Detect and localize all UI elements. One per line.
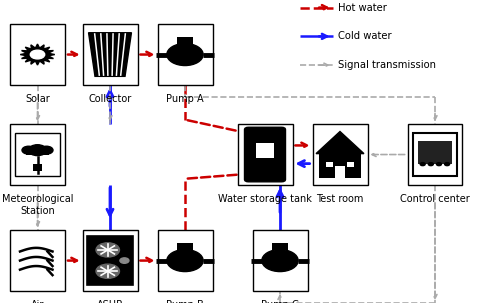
Text: Solar: Solar	[25, 94, 50, 104]
FancyBboxPatch shape	[244, 127, 286, 182]
FancyBboxPatch shape	[318, 154, 362, 178]
Circle shape	[262, 250, 298, 271]
FancyBboxPatch shape	[326, 162, 333, 167]
Circle shape	[436, 163, 442, 166]
FancyBboxPatch shape	[176, 243, 194, 250]
FancyBboxPatch shape	[418, 141, 452, 164]
Circle shape	[167, 44, 203, 65]
Text: Control center: Control center	[400, 194, 470, 204]
Polygon shape	[316, 132, 364, 154]
FancyBboxPatch shape	[33, 164, 42, 171]
Text: Water storage tank: Water storage tank	[218, 194, 312, 204]
Circle shape	[167, 250, 203, 271]
FancyBboxPatch shape	[158, 24, 212, 85]
FancyBboxPatch shape	[272, 243, 288, 250]
FancyBboxPatch shape	[256, 143, 274, 158]
Text: Pump B: Pump B	[166, 300, 204, 303]
Circle shape	[120, 258, 129, 263]
Text: Pump C: Pump C	[261, 300, 299, 303]
Circle shape	[428, 163, 434, 166]
FancyBboxPatch shape	[176, 37, 194, 44]
FancyBboxPatch shape	[238, 124, 292, 185]
Text: Signal transmission: Signal transmission	[338, 60, 436, 70]
Text: Hot water: Hot water	[338, 2, 388, 13]
FancyBboxPatch shape	[10, 124, 65, 185]
Polygon shape	[88, 33, 132, 76]
Circle shape	[96, 243, 120, 257]
FancyBboxPatch shape	[10, 24, 65, 85]
FancyBboxPatch shape	[408, 124, 463, 185]
Text: Air: Air	[31, 300, 44, 303]
FancyBboxPatch shape	[16, 133, 60, 176]
FancyBboxPatch shape	[26, 152, 49, 155]
Polygon shape	[20, 44, 55, 65]
FancyBboxPatch shape	[413, 133, 457, 176]
Circle shape	[40, 146, 53, 154]
FancyBboxPatch shape	[82, 24, 138, 85]
Circle shape	[28, 145, 46, 156]
Circle shape	[444, 163, 450, 166]
FancyBboxPatch shape	[336, 166, 344, 178]
FancyBboxPatch shape	[347, 162, 354, 167]
Circle shape	[96, 264, 120, 278]
Circle shape	[30, 50, 44, 59]
FancyBboxPatch shape	[252, 230, 308, 291]
Text: Test room: Test room	[316, 194, 364, 204]
Text: Collector: Collector	[88, 94, 132, 104]
Text: Pump A: Pump A	[166, 94, 204, 104]
FancyBboxPatch shape	[158, 230, 212, 291]
FancyBboxPatch shape	[88, 236, 132, 285]
Text: Meteorological
Station: Meteorological Station	[2, 194, 73, 215]
Circle shape	[22, 146, 35, 154]
FancyBboxPatch shape	[10, 230, 65, 291]
Text: Cold water: Cold water	[338, 31, 392, 42]
FancyBboxPatch shape	[82, 230, 138, 291]
FancyBboxPatch shape	[312, 124, 368, 185]
Circle shape	[420, 163, 425, 166]
Text: ASHP: ASHP	[97, 300, 123, 303]
